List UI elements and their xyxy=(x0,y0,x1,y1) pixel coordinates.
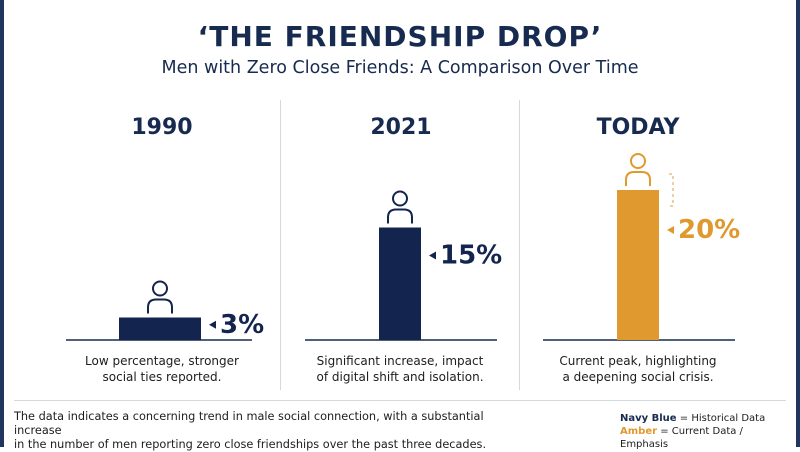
person-icon xyxy=(625,153,651,186)
value-label-1990: 3% xyxy=(220,310,264,340)
description-today: Current peak, highlighting a deepening s… xyxy=(528,353,748,385)
column-divider xyxy=(519,100,520,390)
description-2021: Significant increase, impact of digital … xyxy=(290,353,510,385)
legend-amber-label: Amber xyxy=(620,426,658,437)
description-line: Current peak, highlighting xyxy=(559,354,717,368)
person-icon xyxy=(387,190,413,224)
footer-note: The data indicates a concerning trend in… xyxy=(14,410,524,452)
footer-divider xyxy=(14,400,786,401)
category-label-2021: 2021 xyxy=(370,115,432,140)
bar-today xyxy=(617,190,659,340)
description-1990: Low percentage, stronger social ties rep… xyxy=(52,353,272,385)
description-line: social ties reported. xyxy=(102,370,222,384)
legend-item-amber: Amber = Current Data / Emphasis xyxy=(620,425,790,451)
category-label-1990: 1990 xyxy=(131,115,193,140)
arrow-left-icon xyxy=(667,226,674,234)
person-icon xyxy=(147,280,173,314)
legend: Navy Blue = Historical Data Amber = Curr… xyxy=(620,412,790,451)
arrow-left-icon xyxy=(209,320,216,329)
description-line: Low percentage, stronger xyxy=(85,354,239,368)
column-divider xyxy=(280,100,281,390)
bar-2021 xyxy=(379,227,421,340)
footer-line: in the number of men reporting zero clos… xyxy=(14,438,487,451)
legend-amber-text: = Current Data / Emphasis xyxy=(620,426,743,450)
description-line: of digital shift and isolation. xyxy=(316,370,484,384)
description-line: a deepening social crisis. xyxy=(562,370,714,384)
footer-line: The data indicates a concerning trend in… xyxy=(14,410,484,437)
emphasis-bracket xyxy=(669,173,674,207)
legend-item-navy: Navy Blue = Historical Data xyxy=(620,412,790,425)
legend-navy-text: = Historical Data xyxy=(676,413,766,424)
bar-1990 xyxy=(119,317,201,340)
arrow-left-icon xyxy=(429,251,436,260)
value-label-today: 20% xyxy=(678,215,740,245)
category-label-today: TODAY xyxy=(596,115,680,140)
description-line: Significant increase, impact xyxy=(316,354,484,368)
page-title: ‘THE FRIENDSHIP DROP’ xyxy=(197,20,603,53)
page-subtitle: Men with Zero Close Friends: A Compariso… xyxy=(161,58,639,78)
value-label-2021: 15% xyxy=(440,241,502,271)
legend-navy-label: Navy Blue xyxy=(620,413,677,424)
